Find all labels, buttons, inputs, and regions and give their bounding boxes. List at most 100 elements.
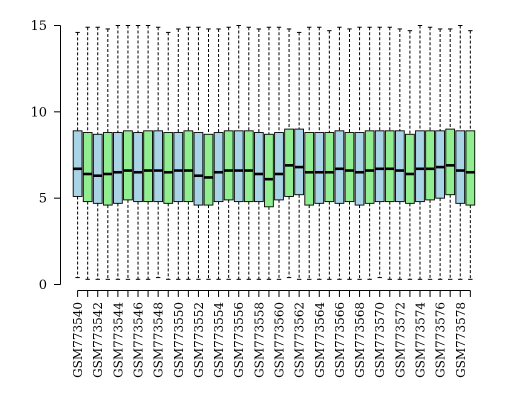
box-body	[455, 130, 466, 204]
box-GSM773562	[294, 31, 304, 280]
x-tick-label: GSM773574	[413, 302, 427, 378]
box-body	[445, 128, 456, 196]
x-tick-label: GSM773572	[393, 302, 407, 378]
x-tick-label: GSM773560	[273, 302, 287, 378]
box-body	[223, 130, 234, 201]
box-GSM773545	[123, 25, 133, 280]
box-GSM773544	[113, 25, 123, 280]
box-GSM773550	[173, 28, 184, 280]
box-body	[133, 132, 143, 203]
x-tick-label: GSM773546	[132, 302, 146, 378]
box-body	[193, 132, 204, 206]
box-body	[425, 130, 435, 201]
box-GSM773568	[354, 26, 365, 280]
box-body	[384, 130, 395, 203]
box-GSM773554	[213, 28, 224, 280]
box-body	[153, 130, 164, 203]
box-GSM773547	[143, 25, 153, 280]
box-GSM773569	[364, 26, 375, 280]
box-GSM773564	[314, 26, 325, 280]
box-body	[82, 132, 93, 203]
y-tick-label: 10	[30, 105, 47, 120]
box-body	[92, 133, 103, 204]
box-body	[284, 128, 294, 197]
x-axis: GSM773540 GSM773542 GSM773544 GSM773546 GSM7…	[71, 290, 471, 378]
x-tick-label: GSM773578	[454, 302, 468, 378]
box-GSM773557	[243, 26, 254, 280]
box-GSM773548	[153, 26, 164, 279]
boxes	[72, 25, 476, 280]
box-GSM773572	[394, 28, 405, 280]
box-body	[183, 130, 194, 203]
box-GSM773570	[374, 26, 385, 279]
box-body	[233, 130, 244, 203]
x-tick-label: GSM773566	[333, 302, 347, 378]
x-tick-label: GSM773556	[232, 302, 246, 378]
box-body	[374, 130, 385, 203]
box-GSM773577	[445, 28, 456, 280]
y-axis: 0 5 10 15	[30, 19, 61, 293]
box-body	[264, 133, 274, 208]
x-tick-label: GSM773540	[71, 302, 85, 378]
box-GSM773546	[133, 25, 143, 280]
box-body	[113, 132, 123, 204]
box-GSM773571	[384, 26, 395, 280]
x-tick-label: GSM773558	[252, 302, 266, 378]
box-body	[163, 132, 174, 204]
box-body	[203, 133, 214, 206]
box-GSM773579	[465, 30, 476, 280]
box-body	[243, 130, 254, 203]
box-body	[72, 130, 83, 197]
y-tick-label: 5	[39, 192, 47, 207]
x-tick-label: GSM773544	[111, 302, 125, 378]
box-GSM773567	[344, 28, 355, 280]
box-GSM773551	[183, 26, 194, 280]
x-tick-label: GSM773550	[172, 302, 186, 378]
box-body	[354, 132, 365, 206]
box-body	[394, 130, 405, 203]
box-GSM773558	[254, 28, 264, 280]
box-GSM773563	[304, 26, 315, 280]
box-GSM773541	[82, 26, 93, 280]
box-body	[123, 130, 133, 201]
box-body	[344, 132, 355, 203]
box-GSM773555	[223, 26, 234, 280]
box-body	[324, 132, 335, 203]
x-tick-label: GSM773552	[192, 302, 206, 378]
box-GSM773556	[233, 25, 244, 280]
box-GSM773576	[435, 28, 445, 280]
x-tick-label: GSM773542	[91, 302, 105, 378]
box-body	[334, 130, 345, 204]
box-GSM773578	[455, 25, 466, 280]
box-body	[364, 130, 375, 204]
box-body	[143, 130, 153, 203]
box-body	[465, 130, 476, 206]
box-GSM773565	[324, 30, 335, 280]
box-body	[405, 133, 415, 204]
box-body	[274, 132, 284, 201]
box-GSM773575	[425, 26, 435, 280]
x-tick-label: GSM773568	[353, 302, 367, 378]
x-tick-label: GSM773570	[373, 302, 387, 378]
x-tick-label: GSM773576	[434, 302, 448, 378]
box-body	[415, 130, 425, 203]
box-GSM773561	[284, 28, 294, 279]
box-body	[314, 132, 325, 204]
y-tick-label: 15	[30, 19, 47, 34]
box-GSM773574	[415, 25, 425, 280]
box-body	[254, 132, 264, 203]
x-tick-label: GSM773548	[152, 302, 166, 378]
box-body	[213, 132, 224, 203]
box-GSM773559	[264, 26, 274, 280]
box-body	[173, 132, 184, 203]
box-GSM773542	[92, 26, 103, 280]
box-GSM773566	[334, 26, 345, 280]
box-GSM773553	[203, 28, 214, 280]
box-GSM773560	[274, 26, 284, 280]
x-tick-label: GSM773554	[212, 302, 226, 378]
x-tick-label: GSM773564	[313, 302, 327, 378]
box-body	[294, 128, 304, 196]
y-tick-label: 0	[39, 278, 47, 293]
box-GSM773540	[72, 31, 83, 279]
